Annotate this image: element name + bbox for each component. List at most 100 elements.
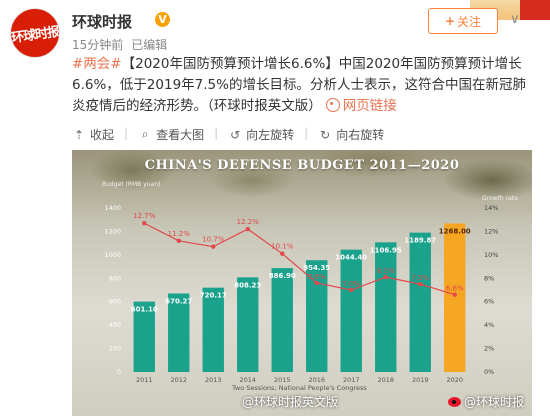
x-tick-label: 2013	[205, 376, 222, 384]
watermark-right-text: @环球时报	[463, 395, 524, 409]
growth-value-label: 10.7%	[202, 236, 225, 244]
growth-point	[245, 226, 250, 232]
y2-tick-label: 2%	[484, 345, 494, 353]
y2-tick-label: 4%	[484, 321, 494, 329]
y2-tick-label: 0%	[484, 368, 494, 376]
growth-point	[349, 287, 354, 293]
edited-status: 已编辑	[131, 38, 168, 52]
rotate-right-label: 向右旋转	[336, 128, 385, 142]
y-tick-label: 600	[109, 298, 121, 306]
growth-value-label: 8.1%	[377, 267, 395, 275]
chevron-down-icon[interactable]: ∨	[510, 12, 520, 27]
chart-source: Two Sessions; National People's Congress	[232, 384, 367, 392]
bar	[133, 301, 155, 372]
link-icon	[325, 98, 340, 112]
watermark-right: @环球时报	[447, 393, 524, 410]
growth-point	[142, 221, 147, 226]
bar-value-label: 601.10	[131, 306, 158, 314]
post-meta: 15分钟前 已编辑	[72, 36, 167, 53]
web-link[interactable]: 网页链接	[342, 98, 397, 114]
divider: |	[214, 126, 219, 140]
user-name[interactable]: 环球时报	[72, 13, 133, 31]
growth-point	[211, 244, 216, 249]
x-tick-label: 2016	[308, 376, 325, 384]
bar	[444, 223, 466, 372]
growth-point	[452, 292, 457, 297]
growth-point	[280, 251, 285, 256]
y-tick-label: 400	[109, 321, 121, 329]
collapse-icon: ⇡	[73, 127, 85, 142]
x-tick-label: 2011	[136, 376, 153, 384]
growth-value-label: 11.2%	[168, 230, 191, 238]
zoom-icon: ⌕	[141, 127, 149, 141]
x-tick-label: 2015	[274, 376, 291, 384]
follow-button[interactable]: + 关注	[428, 8, 498, 34]
y2-tick-label: 14%	[484, 204, 498, 212]
post-time[interactable]: 15分钟前	[72, 38, 124, 52]
y2-axis-label: Growth rate	[482, 195, 518, 202]
bar-value-label: 1268.00	[439, 227, 471, 235]
rotate-left-button[interactable]: ↺ 向左旋转	[228, 126, 294, 143]
growth-value-label: 7.6%	[308, 273, 326, 281]
verified-badge-icon: V	[155, 12, 170, 27]
rotate-left-icon: ↺	[230, 127, 241, 142]
bar-value-label: 670.27	[165, 297, 192, 305]
y2-tick-label: 12%	[484, 227, 498, 235]
growth-value-label: 12.7%	[133, 212, 156, 220]
hashtag-link[interactable]: #两会#	[72, 56, 122, 72]
divider: |	[124, 126, 129, 140]
collapse-label: 收起	[90, 128, 115, 142]
post-text: #两会#【2020年国防预算预计增长6.6%】中国2020年国防预算预计增长6.…	[72, 54, 532, 117]
growth-point	[314, 280, 319, 286]
bar-value-label: 886.90	[269, 272, 296, 280]
chart-title: CHINA'S DEFENSE BUDGET 2011—2020	[144, 158, 460, 173]
y-tick-label: 1200	[104, 227, 121, 235]
bar-value-label: 954.35	[303, 264, 330, 272]
watermark-left: @环球时报英文版	[242, 395, 339, 409]
y-tick-label: 200	[109, 345, 121, 353]
y2-tick-label: 8%	[484, 274, 494, 282]
rotate-right-button[interactable]: ↻ 向右旋转	[318, 126, 384, 143]
bar	[237, 277, 259, 372]
growth-line	[143, 222, 455, 296]
weibo-logo-icon	[447, 396, 461, 407]
x-tick-label: 2017	[343, 376, 360, 384]
growth-point	[418, 281, 423, 287]
collapse-button[interactable]: ⇡ 收起	[72, 126, 114, 143]
bar	[202, 287, 224, 372]
y2-tick-label: 10%	[484, 251, 498, 259]
divider: |	[304, 126, 309, 140]
bar-value-label: 720.17	[200, 292, 227, 300]
bar-value-label: 1106.95	[370, 246, 402, 254]
follow-label: 关注	[457, 14, 482, 29]
x-tick-label: 2019	[412, 376, 429, 384]
y-tick-label: 0	[117, 368, 121, 376]
avatar[interactable]: 环球时报	[10, 8, 60, 58]
y-tick-label: 1400	[104, 204, 121, 212]
image-toolbar: ⇡ 收起 | ⌕ 查看大图 | ↺ 向左旋转 | ↻ 向右旋转	[72, 126, 384, 143]
x-tick-label: 2020	[446, 376, 463, 384]
growth-point	[176, 238, 181, 243]
growth-value-label: 10.1%	[271, 243, 294, 251]
y-tick-label: 1000	[104, 251, 121, 259]
bar	[340, 249, 362, 372]
post-body: 【2020年国防预算预计增长6.6%】中国2020年国防预算预计增长6.6%，低…	[72, 56, 526, 114]
bar	[271, 268, 293, 372]
avatar-logo-text: 环球时报	[10, 24, 60, 46]
growth-value-label: 12.2%	[237, 218, 260, 226]
bar-value-label: 1044.40	[335, 254, 367, 262]
rotate-left-label: 向左旋转	[246, 128, 295, 142]
bar	[168, 293, 190, 372]
bar	[306, 260, 328, 372]
defense-budget-infographic[interactable]: CHINA'S DEFENSE BUDGET 2011—2020 Budget …	[72, 150, 532, 416]
bar	[409, 232, 431, 372]
zoom-button[interactable]: ⌕ 查看大图	[138, 126, 204, 143]
bar-value-label: 1189.87	[404, 237, 436, 245]
growth-value-label: 7.0%	[342, 280, 360, 288]
bar-value-label: 808.23	[234, 281, 261, 289]
y2-tick-label: 6%	[484, 298, 494, 306]
y-tick-label: 800	[109, 274, 121, 282]
x-tick-label: 2014	[239, 376, 256, 384]
growth-point	[383, 274, 388, 280]
